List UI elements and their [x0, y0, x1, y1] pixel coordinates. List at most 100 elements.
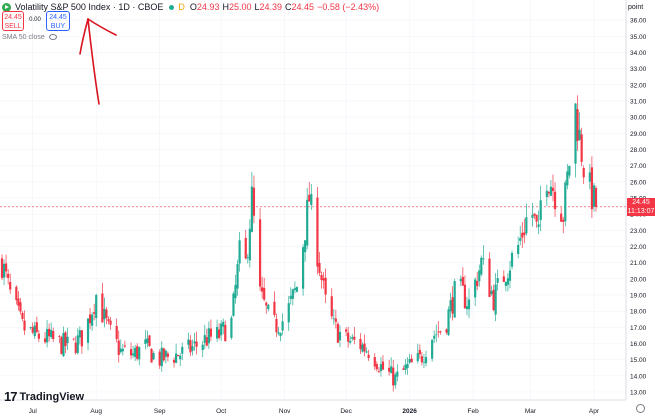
candle-body — [375, 364, 378, 370]
sell-button[interactable]: 24.45 SELL — [2, 11, 24, 31]
price-tick-label: 26.00 — [630, 179, 647, 186]
candle-body — [160, 347, 163, 367]
candle-body — [590, 167, 594, 210]
candle-body — [437, 331, 440, 333]
candle-body — [152, 353, 155, 360]
candle-body — [580, 134, 583, 162]
candle-body — [330, 296, 333, 317]
candle-body — [293, 288, 297, 291]
candle-body — [2, 263, 6, 278]
gear-icon[interactable] — [636, 404, 645, 413]
eye-icon[interactable] — [48, 34, 57, 41]
close-value: 24.45 — [291, 2, 315, 12]
candle-body — [267, 304, 270, 310]
price-tick-label: 20.00 — [630, 276, 647, 283]
candle-body — [72, 338, 75, 340]
symbol-title[interactable]: Volatility S&P 500 Index · 1D · CBOE — [15, 2, 164, 12]
price-tick-label: 28.00 — [630, 147, 647, 154]
candle-body — [465, 306, 469, 310]
candle-body — [162, 348, 165, 361]
candle-body — [134, 347, 137, 357]
candle-body — [306, 199, 309, 246]
candle-body — [482, 258, 485, 260]
candle-body — [37, 333, 40, 339]
candle-body — [115, 325, 118, 340]
candle-body — [9, 282, 12, 290]
price-tick-label: 19.00 — [630, 292, 647, 299]
candle-body — [463, 284, 467, 309]
candle-body — [439, 331, 442, 333]
candle-body — [76, 335, 79, 353]
buy-button[interactable]: 24.45 BUY — [46, 11, 70, 31]
sma-indicator[interactable]: SMA 50 close — [2, 34, 57, 41]
candle-body — [93, 312, 96, 314]
candle-body — [144, 339, 147, 344]
candle-body — [279, 333, 282, 337]
candle-body — [58, 336, 61, 337]
candle-body — [275, 318, 278, 333]
candle-body — [295, 287, 299, 292]
price-tick-label: 13.00 — [630, 390, 647, 397]
candle-body — [568, 165, 571, 176]
price-tick-label: 30.00 — [630, 115, 647, 122]
symbol-legend: Volatility S&P 500 Index · 1D · CBOE D O… — [0, 0, 382, 14]
candle-body — [291, 289, 294, 299]
tradingview-wordmark: TradingView — [19, 390, 85, 403]
candle-body — [351, 337, 354, 339]
candle-body — [277, 332, 280, 334]
candle-body — [566, 171, 569, 186]
candle-body — [396, 371, 399, 377]
candle-body — [539, 200, 542, 221]
candle-body — [86, 318, 90, 343]
candle-body — [62, 333, 65, 357]
candle-body — [545, 190, 548, 198]
candle-body — [164, 350, 167, 357]
candle-body — [105, 309, 108, 319]
change-value: −0.58 (−2.43%) — [317, 2, 380, 12]
candle-body — [494, 284, 497, 315]
candle-body — [402, 368, 405, 370]
candle-body — [574, 103, 577, 164]
candle-body — [320, 274, 323, 280]
candle-body — [308, 194, 311, 202]
candle-body — [478, 270, 481, 282]
candle-body — [88, 314, 92, 324]
sell-label: SELL — [4, 23, 22, 30]
candle-body — [60, 337, 63, 354]
tradingview-mark-icon: 17 — [4, 389, 18, 404]
price-tick-label: 34.00 — [630, 50, 647, 57]
candle-body — [17, 298, 20, 306]
candle-body — [117, 340, 120, 355]
hand-drawn-arrow-left-wing — [79, 18, 89, 55]
candle-body — [33, 325, 36, 337]
candle-body — [449, 300, 452, 312]
time-tick-label: Oct — [216, 408, 226, 415]
candle-body — [232, 293, 235, 316]
candle-body — [234, 284, 237, 299]
candle-body — [476, 280, 479, 287]
candle-body — [588, 172, 591, 182]
candle-body — [474, 279, 477, 298]
candle-body — [191, 346, 194, 351]
candle-body — [564, 182, 567, 222]
candle-body — [230, 317, 233, 338]
candle-body — [238, 240, 241, 264]
time-tick-label: 2026 — [402, 408, 417, 415]
candle-body — [0, 258, 4, 278]
price-tick-label: 31.00 — [630, 98, 647, 105]
candle-body — [258, 219, 262, 287]
candle-body — [322, 278, 325, 281]
tradingview-logo[interactable]: 17 TradingView — [4, 389, 84, 404]
candle-body — [301, 247, 305, 289]
candle-body — [265, 302, 268, 306]
candle-body — [250, 186, 253, 232]
candle-body — [453, 281, 456, 318]
candle-body — [4, 263, 8, 272]
candle-body — [304, 240, 307, 253]
candle-body — [504, 281, 507, 287]
candle-body — [31, 327, 34, 333]
last-price-value: 24.45 — [632, 198, 650, 206]
price-tick-label: 36.00 — [630, 18, 647, 25]
time-tick-label: Feb — [468, 408, 480, 415]
